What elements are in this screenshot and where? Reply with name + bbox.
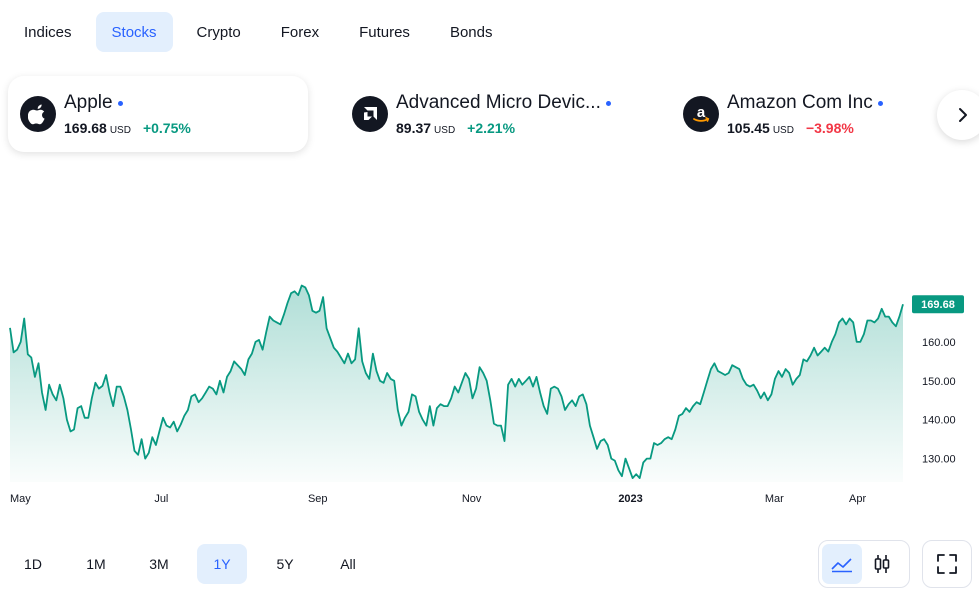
ticker-price: 169.68	[64, 120, 107, 136]
live-dot-icon	[605, 100, 611, 106]
candlestick-chart-button[interactable]	[862, 544, 902, 584]
ticker-change: +2.21%	[467, 120, 516, 136]
carousel-next-button[interactable]	[937, 90, 979, 140]
tab-stocks[interactable]: Stocks	[95, 12, 173, 52]
ticker-card-amd[interactable]: Advanced Micro Devic... 89.37 USD +2.21%	[340, 76, 640, 152]
tab-indices[interactable]: Indices	[24, 23, 72, 41]
x-tick-label: May	[10, 493, 31, 505]
ticker-currency: USD	[772, 125, 794, 136]
ticker-card-apple[interactable]: Apple 169.68 USD +0.75%	[8, 76, 308, 152]
ticker-change: −3.98%	[805, 120, 854, 136]
live-dot-icon	[117, 100, 123, 106]
last-price-value: 169.68	[921, 299, 955, 311]
price-line	[9, 284, 904, 479]
last-price-label: 169.68	[912, 295, 964, 314]
x-axis: May Jul Sep Nov 2023 Mar Apr	[10, 493, 866, 505]
candlestick-icon	[874, 555, 890, 573]
y-tick-label: 150.00	[922, 376, 956, 388]
x-tick-label: 2023	[618, 493, 642, 505]
ticker-currency: USD	[109, 125, 131, 136]
fullscreen-button[interactable]	[922, 540, 972, 588]
y-tick-label: 160.00	[922, 337, 956, 349]
range-1m-button[interactable]: 1M	[86, 556, 106, 572]
area-chart-icon	[831, 558, 852, 573]
ticker-price: 89.37	[396, 120, 432, 136]
tab-futures[interactable]: Futures	[359, 23, 410, 41]
range-all-button[interactable]: All	[340, 556, 356, 572]
tab-forex[interactable]: Forex	[280, 23, 320, 41]
chevron-right-icon	[959, 108, 967, 122]
amazon-logo-icon: a	[683, 96, 719, 132]
range-selector: 1D 1M 3M 1Y 5Y All	[8, 544, 386, 584]
ticker-name: Advanced Micro Devic...	[396, 92, 601, 113]
apple-logo-icon	[20, 96, 56, 132]
y-tick-label: 140.00	[922, 415, 956, 427]
ticker-carousel: Apple 169.68 USD +0.75% Advanced Micro Dev…	[8, 76, 979, 152]
amd-logo-icon	[352, 96, 388, 132]
y-axis: 130.00 140.00 150.00 160.00	[922, 337, 956, 466]
price-area-fill	[10, 285, 903, 482]
ticker-price: 105.45	[727, 120, 770, 136]
category-tabs: Indices Stocks Crypto Forex Futures Bond…	[8, 12, 516, 52]
price-chart[interactable]: May Jul Sep Nov 2023 Mar Apr 130.00 140.00 150.0…	[0, 180, 979, 510]
fullscreen-icon	[937, 554, 957, 574]
x-tick-label: Sep	[308, 493, 328, 505]
ticker-card-amazon[interactable]: a Amazon Com Inc 105.45 USD −3.98%	[671, 76, 971, 152]
svg-text:a: a	[697, 104, 706, 121]
x-tick-label: Nov	[462, 493, 482, 505]
tab-bonds[interactable]: Bonds	[449, 23, 493, 41]
y-tick-label: 130.00	[922, 454, 956, 466]
ticker-name: Amazon Com Inc	[727, 92, 873, 113]
x-tick-label: Jul	[154, 493, 168, 505]
chart-type-switch	[818, 540, 910, 588]
ticker-currency: USD	[434, 125, 456, 136]
range-1d-button[interactable]: 1D	[24, 556, 42, 572]
range-3m-button[interactable]: 3M	[149, 556, 169, 572]
ticker-name: Apple	[64, 92, 113, 113]
area-chart-button[interactable]	[822, 544, 862, 584]
x-tick-label: Apr	[849, 493, 866, 505]
x-tick-label: Mar	[765, 493, 784, 505]
ticker-change: +0.75%	[142, 120, 191, 136]
range-5y-button[interactable]: 5Y	[276, 556, 294, 572]
live-dot-icon	[877, 100, 883, 106]
range-1y-button[interactable]: 1Y	[197, 544, 247, 584]
tab-crypto[interactable]: Crypto	[196, 23, 241, 41]
